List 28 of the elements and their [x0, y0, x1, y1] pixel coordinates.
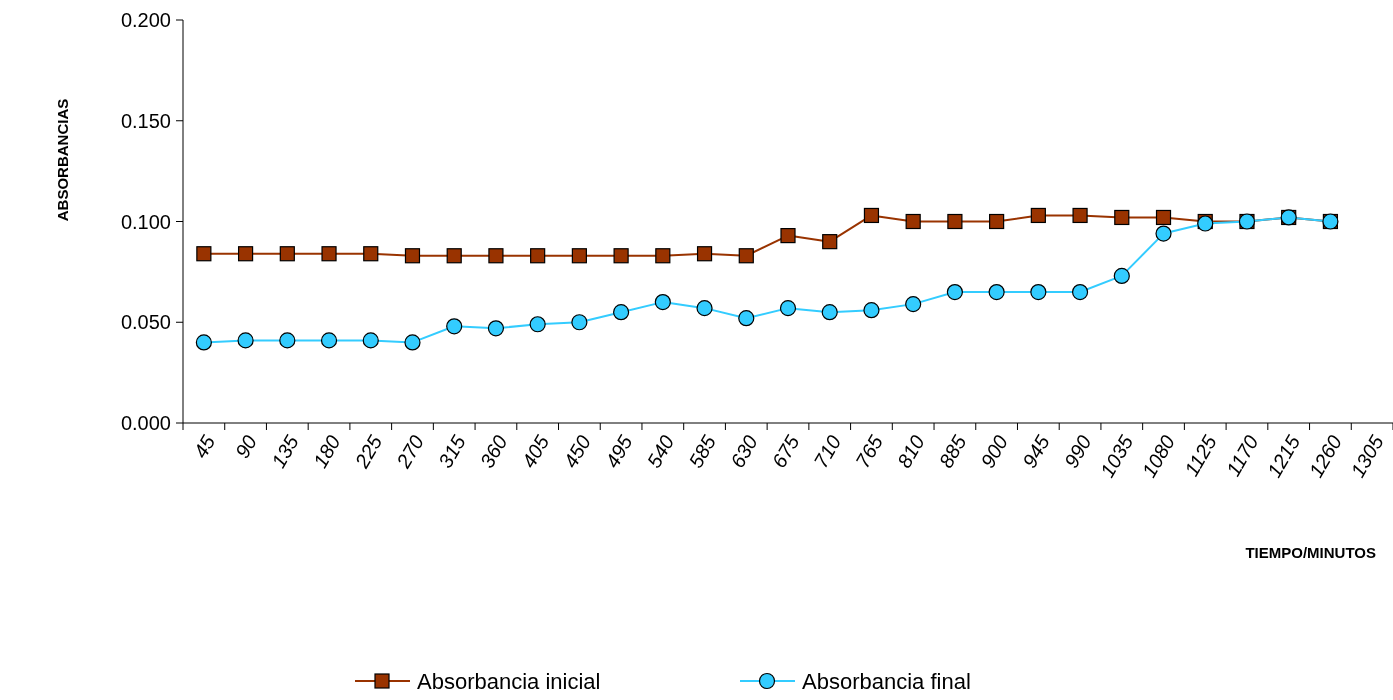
- x-tick-label: 945: [1018, 430, 1055, 472]
- x-tick-label: 585: [684, 430, 721, 472]
- y-tick-label: 0.100: [120, 210, 171, 233]
- x-tick-label: 315: [433, 430, 471, 472]
- x-tick-label: 675: [767, 430, 804, 472]
- x-tick-label: 495: [600, 430, 638, 472]
- y-tick-label: 0.000: [120, 412, 171, 434]
- x-tick-label: 765: [851, 430, 888, 472]
- x-tick-label: 45: [189, 430, 220, 462]
- x-tick-label: 360: [475, 431, 512, 472]
- x-tick-label: 405: [517, 430, 554, 472]
- y-tick-label: 0.200: [120, 9, 171, 31]
- x-tick-label: 630: [726, 431, 762, 472]
- x-tick-label: 990: [1059, 431, 1096, 472]
- x-tick-label: 180: [308, 431, 345, 472]
- x-tick-label: 90: [230, 431, 262, 462]
- x-tick-label: 885: [934, 430, 971, 472]
- x-tick-label: 540: [642, 431, 679, 472]
- y-tick-label: 0.150: [120, 109, 171, 132]
- y-tick-label: 0.050: [120, 311, 171, 334]
- x-tick-label: 450: [559, 431, 595, 472]
- x-tick-label: 900: [976, 431, 1013, 472]
- x-axis-title: TIEMPO/MINUTOS: [1245, 544, 1376, 561]
- legend-label: Absorbancia final: [802, 668, 971, 694]
- legend-label: Absorbancia inicial: [417, 668, 601, 694]
- x-tick-label: 810: [892, 431, 929, 472]
- x-tick-label: 710: [809, 431, 846, 472]
- y-axis-title: ABSORBANCIAS: [54, 98, 71, 222]
